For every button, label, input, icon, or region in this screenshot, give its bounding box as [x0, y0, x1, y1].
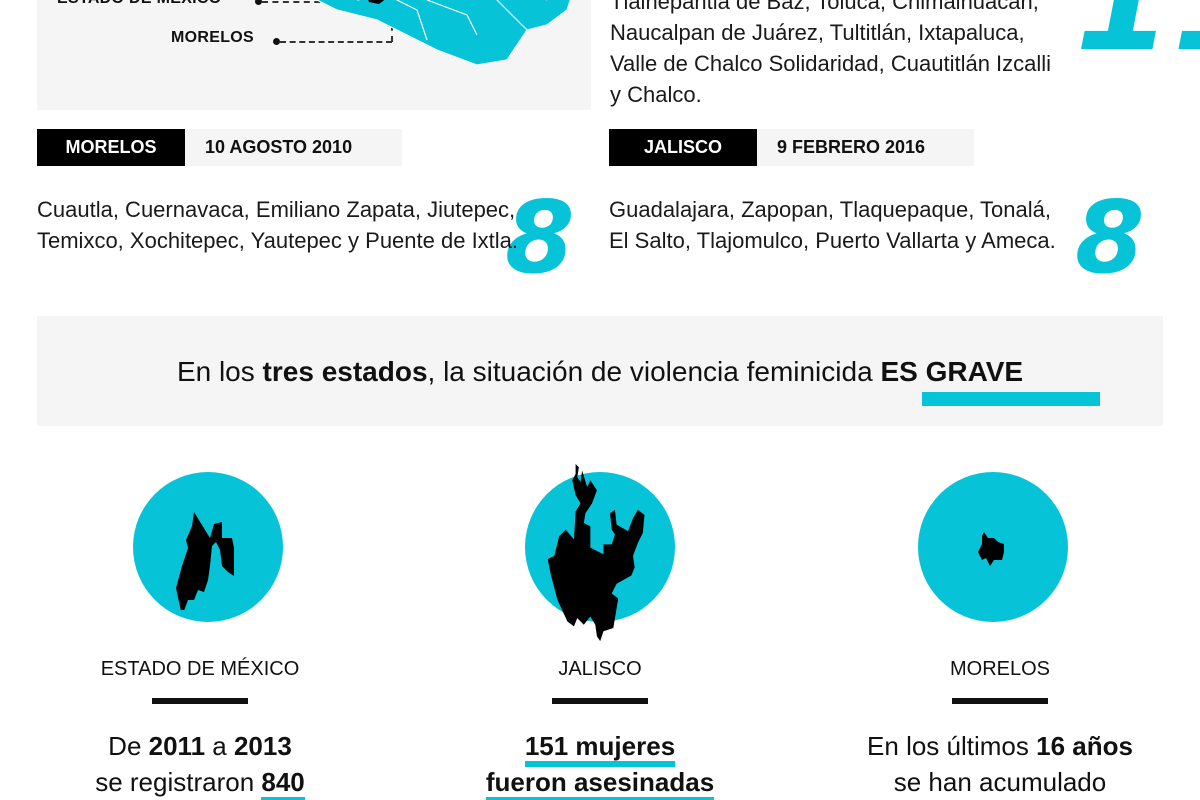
morelos-silhouette-icon [978, 532, 1004, 566]
stat-text: En los últimos [867, 731, 1037, 761]
municipalities-morelos: Cuautla, Cuernavaca, Emiliano Zapata, Ji… [37, 194, 597, 256]
stat-text: a [205, 731, 234, 761]
jalisco-silhouette-icon [547, 464, 645, 642]
municipality-line: Tlalnepantla de Baz, Toluca, Chimalhuacá… [610, 0, 1039, 14]
municipality-line: y Chalco. [610, 82, 702, 107]
stat-text: se registraron [95, 767, 262, 797]
municipality-line: Valle de Chalco Solidaridad, Cuautitlán … [610, 51, 1052, 76]
count-number-jalisco: 8 [1075, 179, 1145, 296]
municipality-line: Temixco, Xochitepec, Yautepec y Puente d… [37, 228, 519, 253]
stat-bold: 16 años [1036, 731, 1133, 761]
summary-banner: En los tres estados, la situación de vio… [37, 316, 1163, 426]
state-tag-morelos: MORELOS [37, 129, 185, 166]
stat-text: De [108, 731, 149, 761]
stat-highlight: fueron asesinadas [485, 767, 715, 800]
stat-bold: 2013 [233, 731, 292, 761]
date-tag-morelos: 10 AGOSTO 2010 [185, 129, 402, 166]
state-name-jalisco: JALISCO [558, 658, 642, 680]
count-number-morelos: 8 [505, 179, 575, 296]
municipalities-jalisco: Guadalajara, Zapopan, Tlaquepaque, Tonal… [609, 194, 1169, 256]
banner-text: En los tres estados, la situación de vio… [37, 356, 1163, 388]
jalisco-tag: JALISCO 9 FEBRERO 2016 [609, 129, 974, 166]
municipality-line: Guadalajara, Zapopan, Tlaquepaque, Tonal… [609, 197, 1051, 222]
stat-morelos: En los últimos 16 años se han acumulado [800, 728, 1200, 800]
stat-estado-de-mexico: De 2011 a 2013 se registraron 840 [0, 728, 400, 800]
state-name-morelos: MORELOS [949, 658, 1051, 680]
map-dot-estado-de-mexico [255, 0, 262, 5]
state-divider [152, 698, 248, 704]
stat-highlight: 151 mujeres [524, 731, 676, 767]
date-tag-jalisco: 9 FEBRERO 2016 [757, 129, 974, 166]
morelos-tag: MORELOS 10 AGOSTO 2010 [37, 129, 402, 166]
stat-text: se han acumulado [893, 767, 1107, 797]
banner-bold-es-grave: ES GRAVE [880, 356, 1024, 387]
map-leader-line [280, 41, 392, 43]
count-number-estado-de-mexico: 11 [1075, 0, 1200, 83]
stat-bold: 2011 [148, 731, 206, 761]
stat-jalisco: 151 mujeres fueron asesinadas [400, 728, 800, 800]
map-label-morelos: MORELOS [171, 29, 254, 46]
banner-bold-tres-estados: tres estados [262, 356, 428, 387]
mexico-map-icon [315, 0, 571, 66]
map-label-estado-de-mexico: ESTADO DE MÉXICO [57, 0, 222, 8]
municipality-line: Cuautla, Cuernavaca, Emiliano Zapata, Ji… [37, 197, 516, 222]
banner-prefix: En los [176, 356, 263, 387]
state-divider [952, 698, 1048, 704]
state-name-estado-de-mexico: ESTADO DE MÉXICO [100, 658, 300, 680]
highlight-bar [922, 392, 1100, 406]
state-divider [552, 698, 648, 704]
map-dot-morelos [273, 38, 280, 45]
banner-middle: , la situación de violencia feminicida [427, 356, 881, 387]
map-leader-line [262, 1, 362, 3]
mexico-map-panel: ESTADO DE MÉXICO MORELOS [37, 0, 591, 110]
estado-de-mexico-silhouette-icon [176, 512, 234, 610]
stat-highlight: 840 [261, 767, 305, 800]
municipality-line: El Salto, Tlajomulco, Puerto Vallarta y … [609, 228, 1056, 253]
municipalities-estado-de-mexico: Tlalnepantla de Baz, Toluca, Chimalhuacá… [610, 0, 1170, 110]
state-tag-jalisco: JALISCO [609, 129, 757, 166]
municipality-line: Naucalpan de Juárez, Tultitlán, Ixtapalu… [610, 20, 1025, 45]
